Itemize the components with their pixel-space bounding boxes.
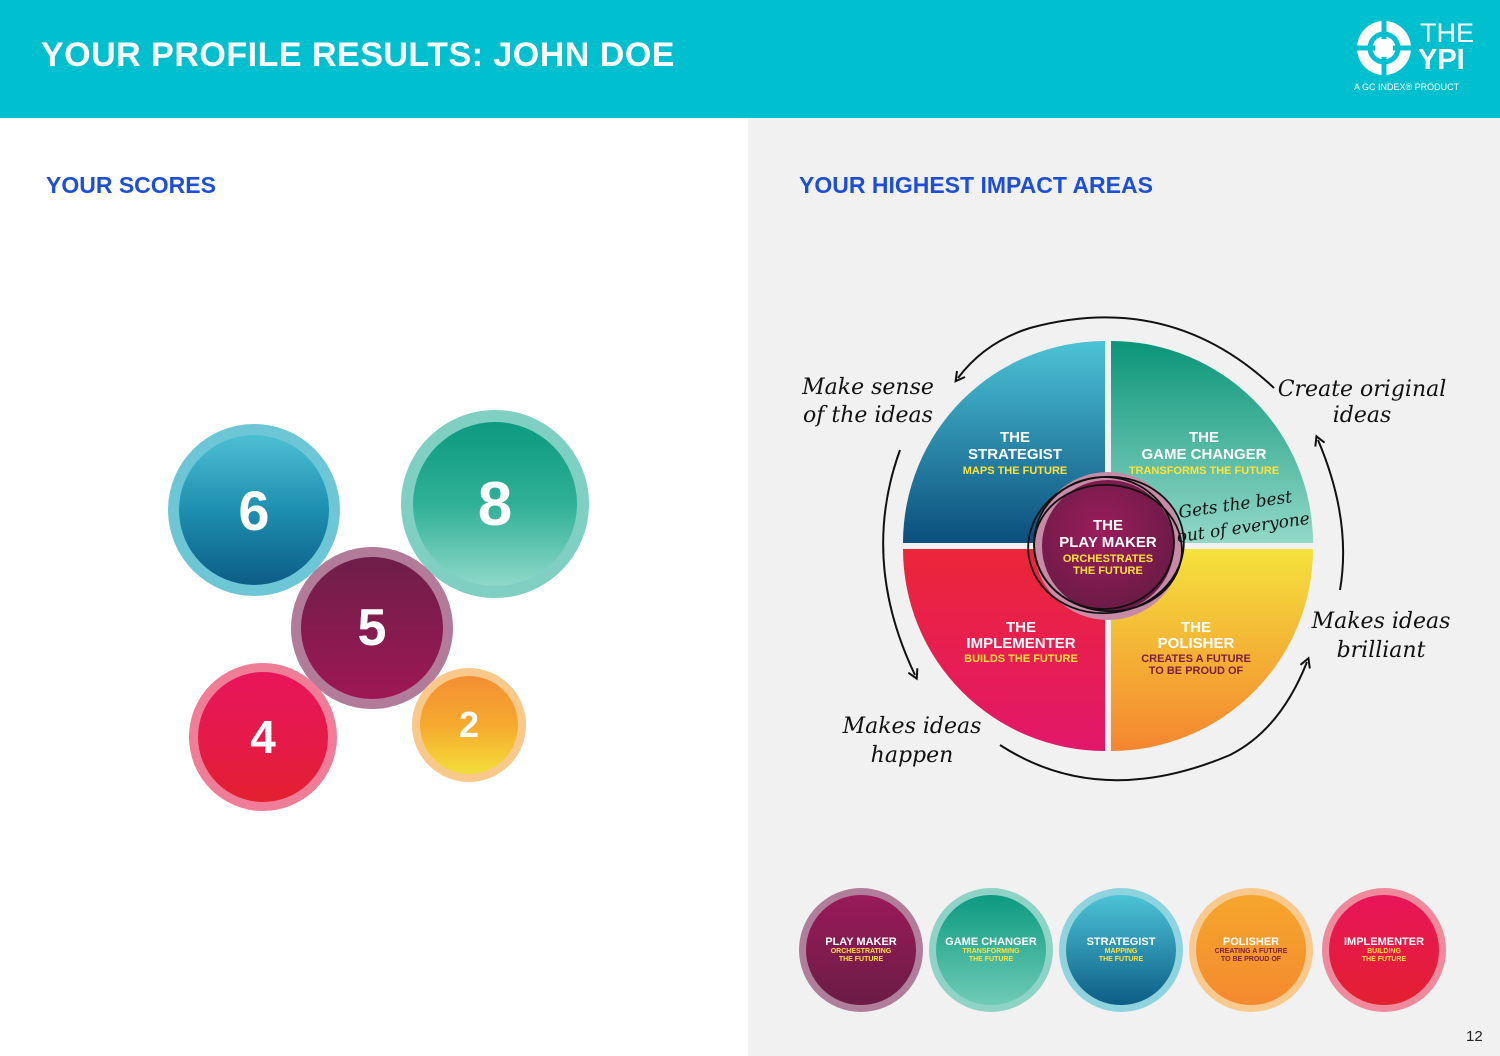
quadrant-polisher bbox=[1111, 549, 1313, 751]
badge-play-maker: PLAY MAKER ORCHESTRATING THE FUTURE bbox=[799, 888, 923, 1012]
badge-play-maker-sub1: ORCHESTRATING bbox=[830, 948, 892, 955]
implementer-sub: BUILDS THE FUTURE bbox=[964, 653, 1078, 665]
badge-strategist-sub1: MAPPING bbox=[1104, 948, 1138, 955]
badge-strategist-name: STRATEGIST bbox=[1086, 936, 1156, 948]
badge-implementer-name: IMPLEMENTER bbox=[1343, 936, 1425, 948]
badge-play-maker-sub2: THE FUTURE bbox=[838, 956, 884, 963]
polisher-sub1: CREATES A FUTURE bbox=[1141, 653, 1251, 665]
quadrant-strategist bbox=[903, 341, 1105, 543]
implementer-name: IMPLEMENTER bbox=[966, 635, 1075, 652]
play-maker-center bbox=[1042, 480, 1174, 612]
annotation-create-1: Create original bbox=[1278, 377, 1447, 402]
badge-strategist: STRATEGIST MAPPING THE FUTURE bbox=[1059, 888, 1183, 1012]
badge-strategist-sub2: THE FUTURE bbox=[1098, 956, 1144, 963]
badge-implementer-sub1: BUILDING bbox=[1367, 948, 1401, 955]
logo-the-text: THE bbox=[1420, 18, 1474, 48]
badge-polisher-name: POLISHER bbox=[1222, 936, 1280, 948]
annotation-create-2: ideas bbox=[1333, 403, 1392, 428]
score-strategist-value: 6 bbox=[238, 478, 270, 542]
page-number: 12 bbox=[1466, 1028, 1483, 1045]
highlight-scribble bbox=[1027, 475, 1185, 615]
logo-ypi-text: YPI bbox=[1418, 44, 1465, 76]
annotation-make-sense-2: of the ideas bbox=[803, 403, 933, 428]
cycle-arrows bbox=[882, 316, 1345, 782]
annotation-happen-1: Makes ideas bbox=[842, 714, 982, 739]
quadrant-implementer bbox=[903, 549, 1105, 751]
badge-game-changer: GAME CHANGER TRANSFORMING THE FUTURE bbox=[929, 888, 1053, 1012]
badge-implementer-sub2: THE FUTURE bbox=[1361, 956, 1407, 963]
play-maker-sub1: ORCHESTRATES bbox=[1063, 553, 1153, 565]
score-game-changer-value: 8 bbox=[477, 469, 513, 539]
score-strategist: 6 bbox=[168, 424, 340, 596]
annotation-brilliant-1: Makes ideas bbox=[1311, 609, 1451, 634]
polisher-sub2: TO BE PROUD OF bbox=[1149, 665, 1244, 677]
badge-implementer: IMPLEMENTER BUILDING THE FUTURE bbox=[1322, 888, 1446, 1012]
score-play-maker: 5 bbox=[291, 547, 453, 709]
polisher-name: POLISHER bbox=[1158, 635, 1235, 652]
annotation-brilliant-2: brilliant bbox=[1337, 638, 1426, 663]
badge-game-changer-sub2: THE FUTURE bbox=[968, 956, 1014, 963]
logo-tagline: A GC INDEX® PRODUCT bbox=[1354, 82, 1460, 92]
strategist-sub: MAPS THE FUTURE bbox=[963, 465, 1068, 477]
polisher-the: THE bbox=[1181, 619, 1211, 636]
game-changer-sub: TRANSFORMS THE FUTURE bbox=[1129, 465, 1279, 477]
implementer-the: THE bbox=[1006, 619, 1036, 636]
badge-polisher-sub1: CREATING A FUTURE bbox=[1214, 948, 1288, 955]
badge-polisher-sub2: TO BE PROUD OF bbox=[1220, 956, 1282, 963]
play-maker-name: PLAY MAKER bbox=[1059, 534, 1157, 551]
strategist-the: THE bbox=[1000, 429, 1030, 446]
ypi-target-icon bbox=[1354, 18, 1414, 78]
score-play-maker-value: 5 bbox=[357, 599, 387, 657]
game-changer-name: GAME CHANGER bbox=[1141, 446, 1266, 463]
game-changer-the: THE bbox=[1189, 429, 1219, 446]
strategist-name: STRATEGIST bbox=[968, 446, 1062, 463]
score-polisher: 2 bbox=[412, 668, 526, 782]
badge-game-changer-sub1: TRANSFORMING bbox=[962, 948, 1020, 955]
badge-game-changer-name: GAME CHANGER bbox=[945, 936, 1037, 948]
scores-title: YOUR SCORES bbox=[46, 172, 216, 198]
ypi-logo: THE YPI A GC INDEX® PRODUCT bbox=[1352, 14, 1482, 104]
quadrant-game-changer bbox=[1111, 341, 1313, 543]
play-maker-the: THE bbox=[1093, 517, 1123, 534]
impact-title: YOUR HIGHEST IMPACT AREAS bbox=[799, 172, 1153, 198]
page-title: YOUR PROFILE RESULTS: JOHN DOE bbox=[41, 36, 675, 74]
play-maker-sub2: THE FUTURE bbox=[1073, 565, 1143, 577]
badge-polisher: POLISHER CREATING A FUTURE TO BE PROUD O… bbox=[1189, 888, 1313, 1012]
impact-wheel-diagram: THE STRATEGIST MAPS THE FUTURE THE GAME … bbox=[801, 316, 1451, 782]
annotation-happen-2: happen bbox=[871, 743, 954, 768]
annotation-make-sense-1: Make sense bbox=[801, 375, 934, 400]
score-implementer: 4 bbox=[189, 663, 337, 811]
header-bar: YOUR PROFILE RESULTS: JOHN DOE THE YPI A… bbox=[0, 0, 1500, 118]
score-implementer-value: 4 bbox=[250, 711, 276, 763]
score-polisher-value: 2 bbox=[458, 704, 480, 745]
badge-play-maker-name: PLAY MAKER bbox=[825, 936, 897, 948]
score-game-changer: 8 bbox=[401, 410, 589, 598]
